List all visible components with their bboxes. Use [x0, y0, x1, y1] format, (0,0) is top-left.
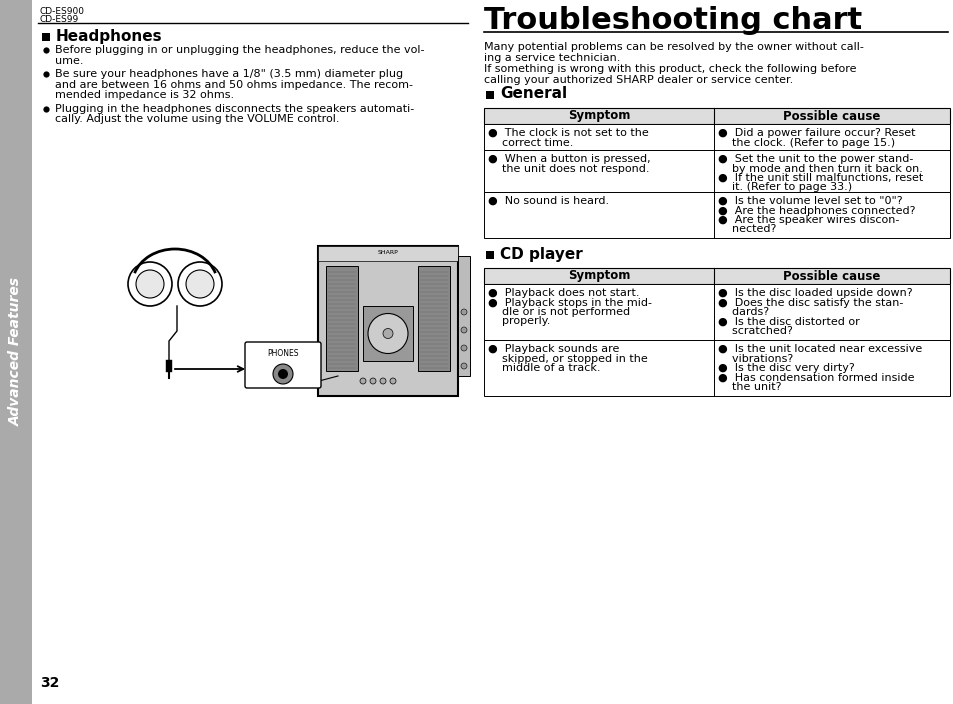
- Text: the clock. (Refer to page 15.): the clock. (Refer to page 15.): [718, 137, 894, 148]
- Bar: [485, 251, 494, 259]
- Text: ing a service technician.: ing a service technician.: [483, 53, 619, 63]
- Text: ●  Are the speaker wires discon-: ● Are the speaker wires discon-: [718, 215, 899, 225]
- Text: ●  Playback sounds are: ● Playback sounds are: [488, 344, 618, 354]
- Text: ●  Has condensation formed inside: ● Has condensation formed inside: [718, 372, 914, 382]
- Text: dards?: dards?: [718, 307, 768, 317]
- Text: Be sure your headphones have a 1/8" (3.5 mm) diameter plug: Be sure your headphones have a 1/8" (3.5…: [55, 69, 403, 79]
- Circle shape: [368, 313, 408, 353]
- Text: Headphones: Headphones: [56, 28, 162, 44]
- Text: cally. Adjust the volume using the VOLUME control.: cally. Adjust the volume using the VOLUM…: [55, 114, 339, 125]
- Text: dle or is not performed: dle or is not performed: [488, 307, 630, 317]
- Bar: [485, 91, 494, 99]
- Circle shape: [128, 262, 172, 306]
- Bar: [0, 0, 32, 704]
- Bar: [483, 268, 949, 284]
- Circle shape: [277, 369, 288, 379]
- Text: correct time.: correct time.: [488, 137, 573, 148]
- FancyBboxPatch shape: [245, 342, 320, 388]
- Bar: [363, 306, 413, 361]
- Text: ●  The clock is not set to the: ● The clock is not set to the: [488, 128, 648, 138]
- Bar: [457, 256, 470, 376]
- Text: ●  Is the unit located near excessive: ● Is the unit located near excessive: [718, 344, 922, 354]
- Text: calling your authorized SHARP dealer or service center.: calling your authorized SHARP dealer or …: [483, 75, 792, 85]
- Text: ●  Is the disc distorted or: ● Is the disc distorted or: [718, 317, 859, 327]
- Bar: [42, 33, 50, 41]
- Bar: [317, 246, 457, 261]
- Text: ●  Does the disc satisfy the stan-: ● Does the disc satisfy the stan-: [718, 298, 902, 308]
- Text: Possible cause: Possible cause: [782, 110, 880, 122]
- Text: ●  Did a power failure occur? Reset: ● Did a power failure occur? Reset: [718, 128, 915, 138]
- Text: CD player: CD player: [499, 246, 582, 261]
- Text: ●  No sound is heard.: ● No sound is heard.: [488, 196, 608, 206]
- Circle shape: [379, 378, 386, 384]
- Text: SHARP: SHARP: [377, 251, 398, 256]
- Bar: [417, 266, 450, 371]
- Text: Before plugging in or unplugging the headphones, reduce the vol-: Before plugging in or unplugging the hea…: [55, 45, 424, 55]
- Text: PHONES: PHONES: [267, 349, 298, 358]
- Text: If something is wrong with this product, check the following before: If something is wrong with this product,…: [483, 64, 856, 74]
- Text: Symptom: Symptom: [567, 270, 630, 282]
- Bar: [483, 284, 949, 340]
- Bar: [326, 266, 357, 371]
- Text: ●  When a button is pressed,: ● When a button is pressed,: [488, 154, 650, 164]
- Text: middle of a track.: middle of a track.: [488, 363, 599, 373]
- Text: Many potential problems can be resolved by the owner without call-: Many potential problems can be resolved …: [483, 42, 863, 52]
- Text: by mode and then turn it back on.: by mode and then turn it back on.: [718, 163, 922, 173]
- Text: and are between 16 ohms and 50 ohms impedance. The recom-: and are between 16 ohms and 50 ohms impe…: [55, 80, 413, 89]
- Circle shape: [460, 309, 467, 315]
- Circle shape: [382, 329, 393, 339]
- Text: ●  Playback does not start.: ● Playback does not start.: [488, 288, 639, 298]
- Circle shape: [460, 363, 467, 369]
- Bar: [317, 246, 457, 396]
- Text: ●  Is the volume level set to "0"?: ● Is the volume level set to "0"?: [718, 196, 902, 206]
- Bar: [483, 108, 949, 124]
- Text: ●  Set the unit to the power stand-: ● Set the unit to the power stand-: [718, 154, 912, 164]
- Text: General: General: [499, 87, 566, 101]
- Text: ●  Is the disc loaded upside down?: ● Is the disc loaded upside down?: [718, 288, 912, 298]
- Text: ●  If the unit still malfunctions, reset: ● If the unit still malfunctions, reset: [718, 173, 923, 183]
- Text: properly.: properly.: [488, 317, 550, 327]
- Text: Troubleshooting chart: Troubleshooting chart: [483, 6, 862, 35]
- Text: ●  Are the headphones connected?: ● Are the headphones connected?: [718, 206, 915, 215]
- Text: the unit?: the unit?: [718, 382, 781, 392]
- Text: Possible cause: Possible cause: [782, 270, 880, 282]
- Circle shape: [390, 378, 395, 384]
- Circle shape: [359, 378, 366, 384]
- Text: nected?: nected?: [718, 225, 776, 234]
- Circle shape: [186, 270, 213, 298]
- Bar: [483, 340, 949, 396]
- Text: vibrations?: vibrations?: [718, 353, 792, 363]
- Circle shape: [136, 270, 164, 298]
- Bar: [483, 150, 949, 192]
- Circle shape: [460, 327, 467, 333]
- Text: ●  Playback stops in the mid-: ● Playback stops in the mid-: [488, 298, 651, 308]
- Text: CD-ES99: CD-ES99: [40, 15, 79, 24]
- Bar: [483, 192, 949, 238]
- Bar: [166, 360, 172, 372]
- Text: it. (Refer to page 33.): it. (Refer to page 33.): [718, 182, 851, 192]
- Text: Plugging in the headphones disconnects the speakers automati-: Plugging in the headphones disconnects t…: [55, 103, 414, 114]
- Text: ●  Is the disc very dirty?: ● Is the disc very dirty?: [718, 363, 854, 373]
- Circle shape: [273, 364, 293, 384]
- Bar: [483, 124, 949, 150]
- Text: Advanced Features: Advanced Features: [9, 277, 23, 427]
- Text: CD-ES900: CD-ES900: [40, 7, 85, 16]
- Text: scratched?: scratched?: [718, 326, 792, 336]
- Circle shape: [370, 378, 375, 384]
- Text: Symptom: Symptom: [567, 110, 630, 122]
- Text: skipped, or stopped in the: skipped, or stopped in the: [488, 353, 647, 363]
- Text: ume.: ume.: [55, 56, 84, 65]
- Text: the unit does not respond.: the unit does not respond.: [488, 163, 649, 173]
- Circle shape: [178, 262, 222, 306]
- Circle shape: [460, 345, 467, 351]
- Text: 32: 32: [40, 676, 59, 690]
- Text: mended impedance is 32 ohms.: mended impedance is 32 ohms.: [55, 90, 233, 100]
